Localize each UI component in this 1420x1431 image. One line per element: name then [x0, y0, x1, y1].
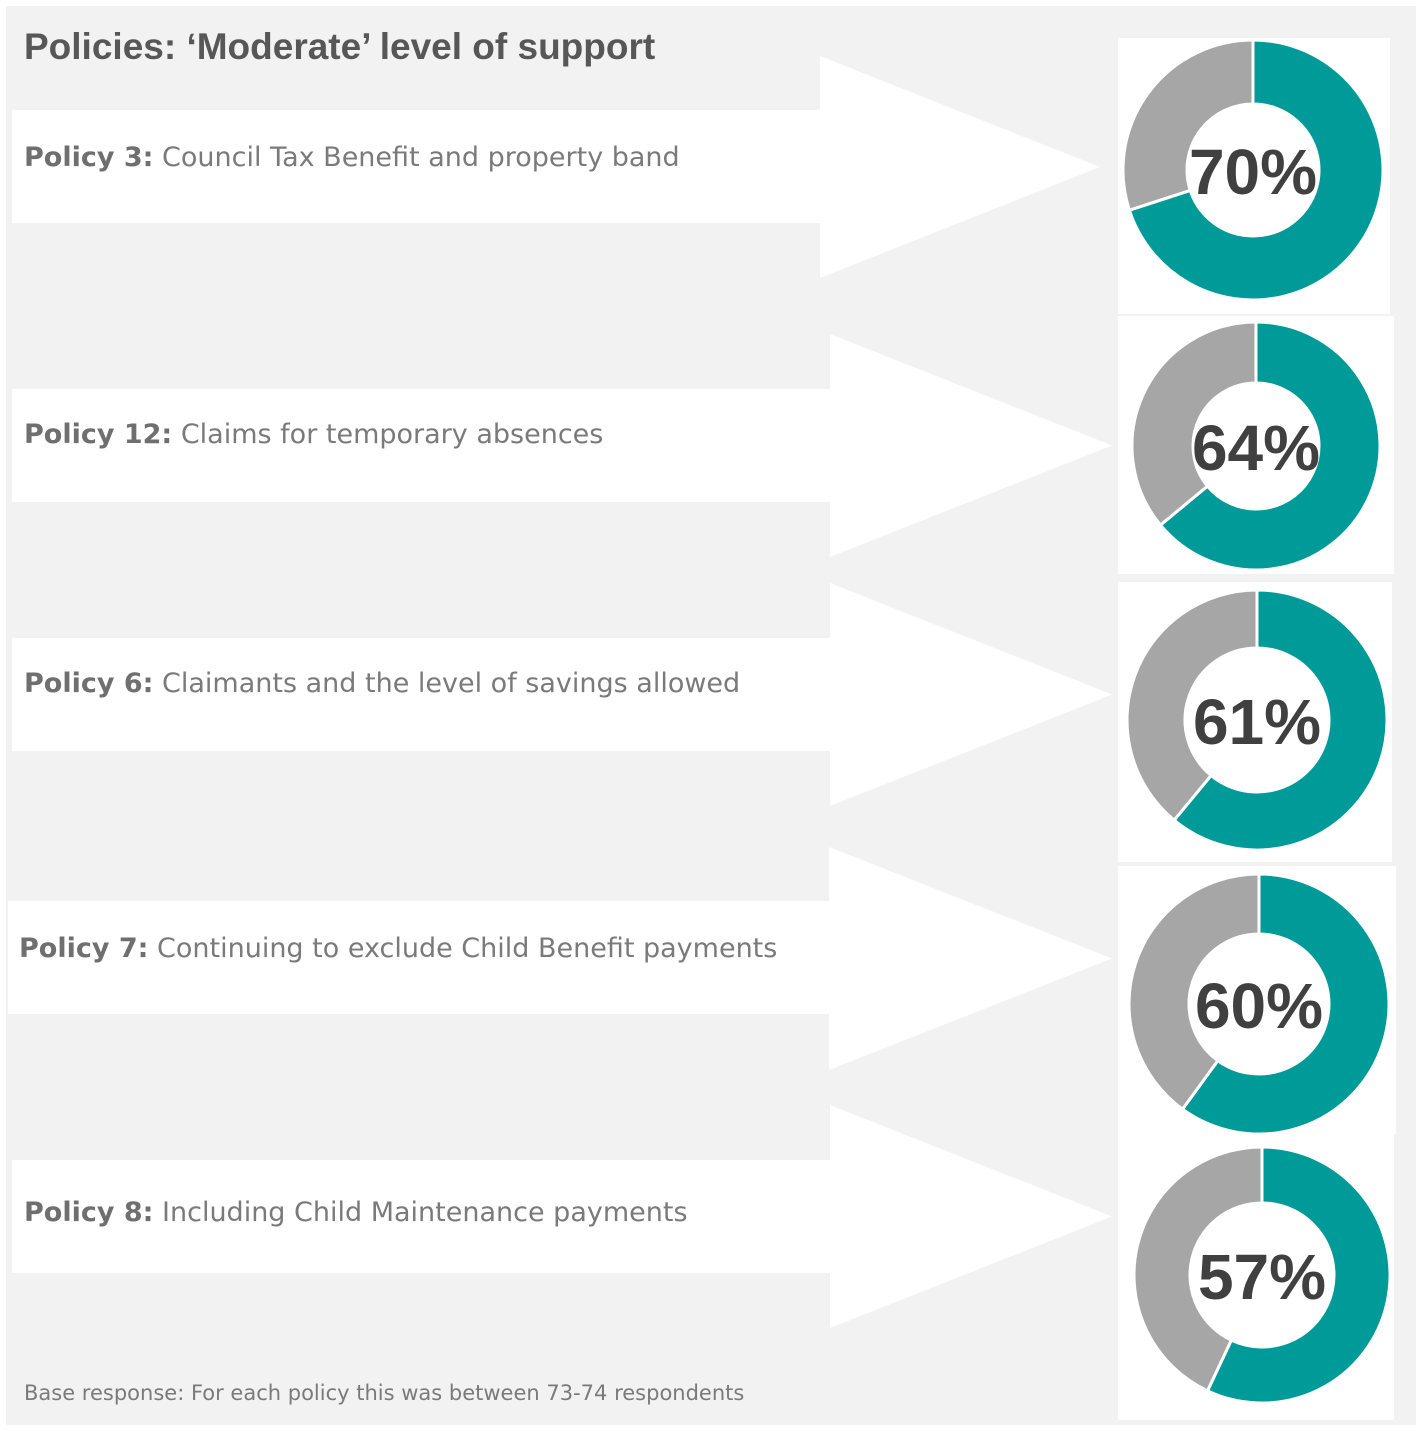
- donut-chart: 60%: [1127, 872, 1391, 1134]
- donut-chart: 64%: [1130, 320, 1382, 572]
- donut-slice-support: [1172, 588, 1389, 852]
- donut-slice-remainder: [1127, 872, 1261, 1112]
- base-response-footnote: Base response: For each policy this was …: [24, 1381, 745, 1405]
- donut-slice-remainder: [1130, 320, 1258, 528]
- donut-value-label: 70%: [1189, 136, 1317, 208]
- donut-slice-support: [1158, 320, 1382, 572]
- arrow-shape-5: [12, 1105, 1112, 1328]
- arrow-shape-1: [12, 56, 1100, 278]
- arrow-shape-4: [8, 847, 1112, 1070]
- donut-chart: 61%: [1125, 588, 1389, 852]
- donut-panel: 57%: [1118, 1134, 1394, 1420]
- policy-label: Policy 8: Including Child Maintenance pa…: [24, 1199, 688, 1226]
- policy-description: Claims for temporary absences: [172, 419, 604, 450]
- policy-label: Policy 7: Continuing to exclude Child Be…: [19, 935, 777, 962]
- donut-slice-remainder: [1125, 588, 1259, 823]
- policy-number: Policy 3:: [24, 142, 154, 173]
- donut-slice-support: [1127, 38, 1385, 302]
- donut-chart: 57%: [1132, 1145, 1392, 1405]
- policy-number: Policy 6:: [24, 668, 154, 699]
- chart-title: Policies: ‘Moderate’ level of support: [24, 26, 656, 67]
- donut-value-label: 64%: [1192, 412, 1320, 484]
- arrow-shape-2: [12, 334, 1112, 557]
- policy-number: Policy 8:: [24, 1197, 154, 1228]
- policy-number: Policy 12:: [24, 419, 173, 450]
- policy-description: Claimants and the level of savings allow…: [153, 668, 741, 699]
- policy-description: Including Child Maintenance payments: [153, 1197, 688, 1228]
- donut-panel: 61%: [1118, 582, 1392, 862]
- policy-label: Policy 12: Claims for temporary absences: [24, 421, 603, 448]
- donut-panel: 60%: [1118, 866, 1396, 1134]
- donut-slice-remainder: [1132, 1145, 1264, 1393]
- donut-value-label: 57%: [1198, 1241, 1326, 1313]
- donut-slice-support: [1180, 872, 1391, 1134]
- donut-slice-remainder: [1121, 38, 1255, 213]
- donut-slice-support: [1205, 1145, 1392, 1405]
- donut-value-label: 61%: [1193, 686, 1321, 758]
- policy-description: Continuing to exclude Child Benefit paym…: [148, 933, 778, 964]
- donut-panel: 64%: [1118, 316, 1394, 574]
- policy-description: Council Tax Benefit and property band: [153, 142, 680, 173]
- arrow-shape-3: [12, 583, 1112, 806]
- policy-label: Policy 3: Council Tax Benefit and proper…: [24, 144, 680, 171]
- policy-number: Policy 7:: [19, 933, 149, 964]
- donut-panel: 70%: [1118, 38, 1390, 314]
- policy-label: Policy 6: Claimants and the level of sav…: [24, 670, 740, 697]
- donut-chart: 70%: [1121, 38, 1385, 302]
- donut-value-label: 60%: [1195, 970, 1323, 1042]
